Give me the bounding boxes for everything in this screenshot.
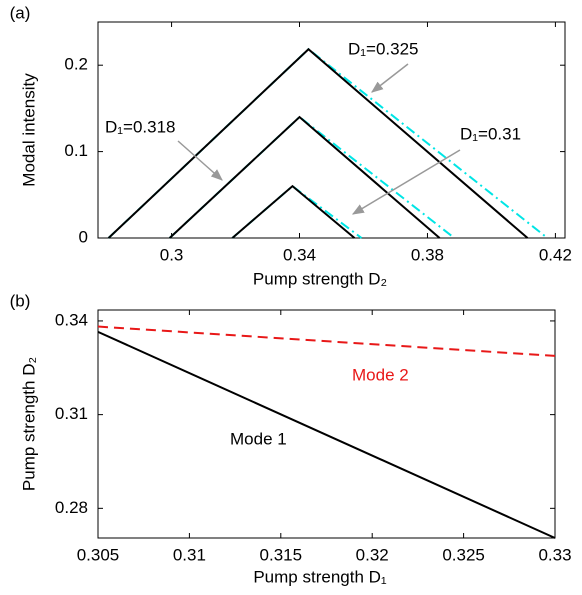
y-tick-label: 0.31	[55, 404, 88, 423]
annotation: Mode 1	[230, 429, 287, 448]
x-tick-label: 0.42	[539, 245, 572, 264]
x-tick-label: 0.33	[538, 545, 571, 564]
x-tick-label: 0.315	[260, 545, 303, 564]
x-tick-label: 0.32	[356, 545, 389, 564]
y-axis-label: Modal intensity	[19, 73, 38, 187]
data-line	[97, 330, 556, 539]
y-tick-label: 0.1	[64, 141, 88, 160]
y-axis-label: Pump strength D₂	[19, 357, 38, 491]
y-tick-label: 0	[79, 227, 88, 246]
data-line	[97, 325, 556, 357]
x-tick-label: 0.3	[160, 245, 184, 264]
data-line	[107, 47, 549, 239]
panel-label: (b)	[10, 291, 31, 310]
annotation-arrow	[177, 140, 223, 181]
x-tick-label: 0.305	[77, 545, 120, 564]
plot-frame	[97, 21, 566, 239]
x-tick-label: 0.31	[173, 545, 206, 564]
data-line	[168, 115, 455, 239]
x-axis-label: Pump strength D₂	[253, 269, 387, 288]
data-line	[168, 115, 441, 239]
x-tick-label: 0.325	[442, 545, 485, 564]
x-tick-label: 0.34	[283, 245, 316, 264]
y-tick-label: 0.2	[64, 55, 88, 74]
annotation: D₁=0.325	[348, 39, 418, 58]
y-tick-label: 0.28	[55, 498, 88, 517]
data-line	[107, 47, 529, 239]
data-line	[231, 184, 356, 239]
annotation-arrow	[351, 149, 461, 215]
plot-frame	[97, 309, 556, 539]
y-tick-label: 0.34	[55, 310, 88, 329]
x-tick-label: 0.38	[411, 245, 444, 264]
annotation: D₁=0.31	[460, 124, 521, 143]
data-line	[231, 184, 363, 239]
panel-label: (a)	[10, 3, 31, 22]
x-axis-label: Pump strength D₁	[253, 567, 387, 586]
annotation: Mode 2	[352, 365, 409, 384]
annotation: D₁=0.318	[105, 117, 175, 136]
annotation-arrow	[371, 63, 409, 93]
